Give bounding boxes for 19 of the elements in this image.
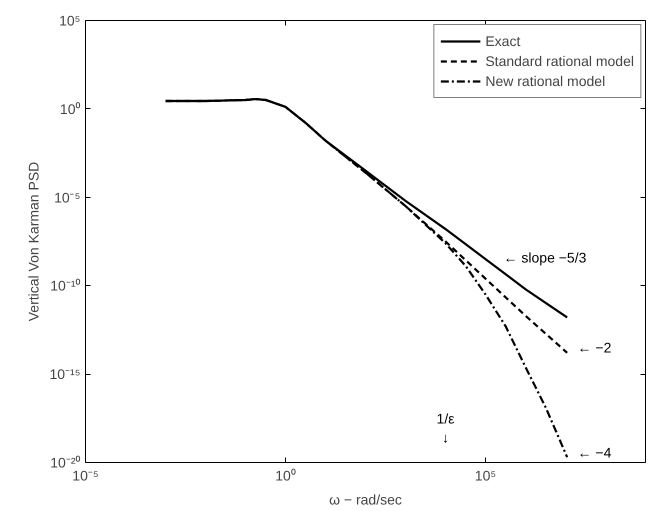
annotation: ← −2 <box>578 340 612 356</box>
y-tick-label: 10⁻²⁰ <box>50 454 80 470</box>
annotation: ↓ <box>442 430 449 446</box>
annotation: 1/ε <box>436 410 454 426</box>
y-tick-label: 10⁻¹⁵ <box>49 366 81 382</box>
x-tick-label: 10⁻⁵ <box>72 468 99 484</box>
legend-label: Exact <box>485 33 520 49</box>
y-tick-label: 10⁵ <box>59 12 81 28</box>
legend-label: Standard rational model <box>485 53 634 69</box>
annotation: ← −4 <box>578 444 612 460</box>
y-axis-title: Vertical Von Karman PSD <box>25 162 42 322</box>
y-tick-label: 10⁰ <box>60 100 81 117</box>
x-tick-label: 10⁵ <box>474 468 496 484</box>
x-axis-title: ω − rad/sec <box>329 492 402 508</box>
x-tick-label: 10⁰ <box>275 468 296 484</box>
y-tick-label: 10⁻¹⁰ <box>50 278 80 294</box>
annotation: ← slope −5/3 <box>504 250 587 266</box>
legend-label: New rational model <box>485 73 606 89</box>
y-tick-label: 10⁻⁵ <box>54 189 81 206</box>
